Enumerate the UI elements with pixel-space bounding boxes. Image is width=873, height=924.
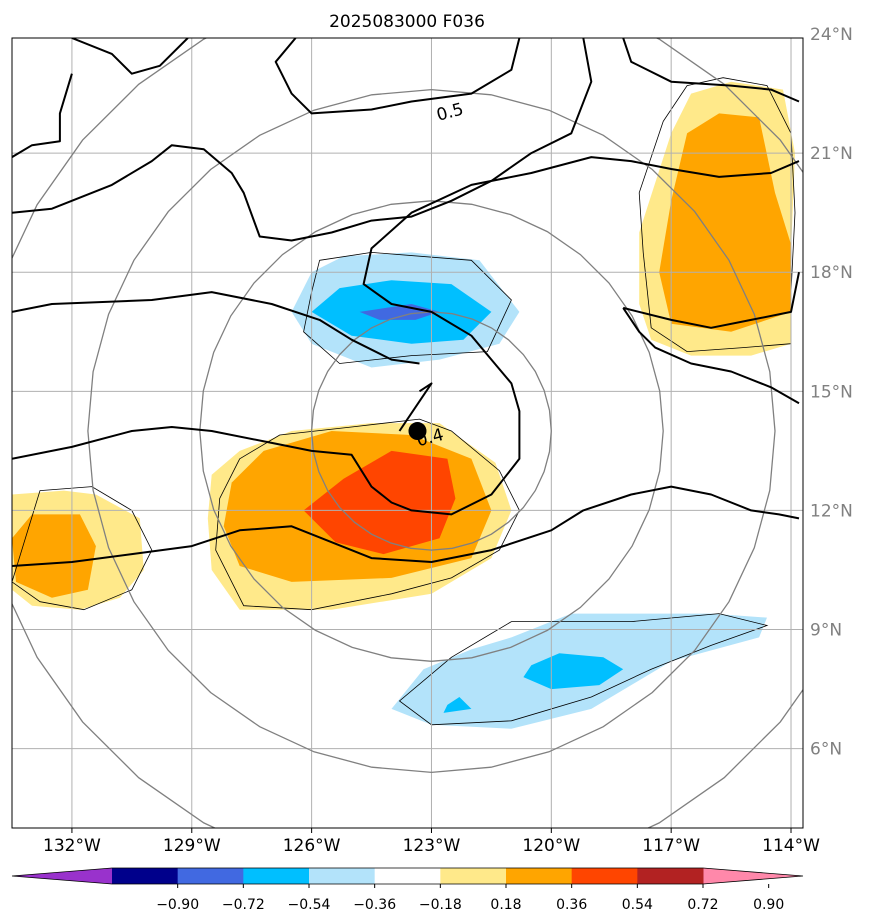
colorbar-swatch	[112, 868, 179, 884]
colorbar-tick-label: 0.36	[556, 897, 587, 913]
range-ring-1	[310, 311, 552, 551]
lat-lon-grid	[12, 38, 803, 828]
pressure-contour-2	[12, 38, 593, 242]
lat-tick-label: 6°N	[810, 740, 842, 760]
lat-tick-label: 18°N	[810, 263, 853, 283]
colorbar-tick-label: 0.72	[687, 897, 718, 913]
map-frame	[11, 37, 804, 829]
colorbar-tick-label: 0.18	[490, 897, 521, 913]
thin-contour-3	[303, 251, 512, 364]
colorbar-tick-label: 0.90	[753, 897, 784, 913]
pressure-contours	[12, 38, 800, 567]
storm-center-dot	[408, 422, 427, 441]
lat-tick-label: 12°N	[810, 501, 853, 521]
pressure-contour-7	[12, 485, 800, 567]
lat-tick-label: 9°N	[810, 621, 842, 641]
lat-tick-label: 15°N	[810, 382, 853, 402]
colorbar-extend-high	[703, 868, 803, 884]
pressure-contour-9	[622, 307, 800, 405]
range-ring-4	[12, 38, 803, 828]
colorbar-swatch	[309, 868, 376, 884]
pressure-contour-6	[622, 38, 800, 103]
lon-tick-label: 126°W	[283, 836, 341, 856]
colorbar-swatch	[374, 868, 441, 884]
filled-region-11	[523, 653, 624, 690]
lon-tick-label: 117°W	[642, 836, 700, 856]
colorbar-tick-label: −0.90	[156, 897, 199, 913]
colorbar: −0.90 −0.72 −0.54 −0.36 −0.18 0.18 0.36 0.54 0.7…	[11, 867, 804, 913]
latitude-ticks: 6°N 9°N 12°N 15°N 18°N 21°N 24°N	[810, 25, 853, 760]
pressure-contour-8	[622, 272, 800, 329]
colorbar-swatch	[440, 868, 507, 884]
pressure-contour-1	[12, 156, 800, 516]
thin-contour-0	[215, 418, 520, 611]
map-plot-area	[12, 38, 803, 828]
colorbar-swatch	[571, 868, 638, 884]
range-ring-3	[87, 88, 776, 774]
colorbar-extend-low	[12, 868, 112, 884]
colorbar-tick-label: −0.18	[419, 897, 462, 913]
filled-region-12	[443, 697, 472, 713]
lat-tick-label: 24°N	[810, 25, 853, 45]
range-rings	[12, 38, 803, 828]
thin-contour-2	[12, 486, 153, 611]
pressure-contour-0	[12, 291, 420, 365]
lon-tick-label: 114°W	[762, 836, 820, 856]
colorbar-swatch	[177, 868, 244, 884]
chart-title: 2025083000 F036	[329, 12, 485, 32]
colorbar-swatch	[243, 868, 310, 884]
pressure-contour-3	[12, 73, 73, 158]
colorbar-tick-label: −0.54	[288, 897, 331, 913]
lon-tick-label: 123°W	[403, 836, 461, 856]
colorbar-tick-label: 0.54	[622, 897, 653, 913]
colorbar-outline	[11, 867, 804, 885]
filled-region-2	[303, 450, 456, 555]
filled-contours	[12, 81, 795, 729]
contour-label-0: 0.5	[434, 99, 465, 125]
lon-tick-label: 129°W	[163, 836, 221, 856]
filled-region-9	[359, 304, 440, 320]
filled-region-6	[12, 514, 96, 598]
pressure-contour-10	[398, 382, 433, 432]
colorbar-tick-label: −0.72	[222, 897, 265, 913]
storm-center-marker	[408, 422, 427, 441]
range-ring-2	[199, 200, 664, 662]
thin-contour-4	[398, 613, 769, 726]
longitude-ticks: 132°W 129°W 126°W 123°W 120°W 117°W 114°W	[43, 828, 820, 856]
colorbar-swatch	[637, 868, 704, 884]
filled-region-4	[659, 113, 791, 332]
lon-tick-label: 132°W	[43, 836, 101, 856]
pressure-contour-4	[274, 38, 521, 115]
colorbar-tick-label: −0.36	[353, 897, 396, 913]
lon-tick-label: 120°W	[522, 836, 580, 856]
colorbar-swatch	[506, 868, 573, 884]
pressure-contour-5	[71, 38, 189, 75]
lat-tick-label: 21°N	[810, 144, 853, 164]
